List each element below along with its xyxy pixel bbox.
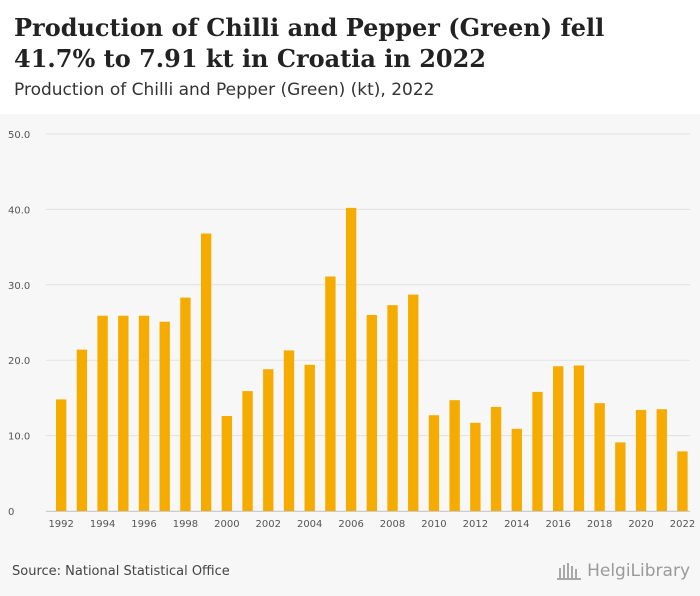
x-tick-label: 2022 bbox=[670, 519, 695, 530]
chart-area: 0 10.0 20.0 30.0 40.0 50.0 1992 1994 1996 1998 200… bbox=[0, 114, 700, 554]
x-tick-label: 2004 bbox=[297, 519, 322, 530]
bar bbox=[635, 409, 647, 511]
x-tick-label: 2016 bbox=[545, 519, 570, 530]
bar bbox=[97, 315, 108, 511]
header: Production of Chilli and Pepper (Green) … bbox=[0, 0, 700, 114]
bar bbox=[345, 207, 357, 511]
bar bbox=[573, 365, 585, 511]
y-tick-label: 0 bbox=[8, 507, 14, 518]
footer: Source: National Statistical Office Helg… bbox=[0, 554, 700, 596]
bar bbox=[553, 366, 564, 511]
bar bbox=[470, 422, 481, 511]
bar bbox=[200, 233, 212, 511]
chart-title: Production of Chilli and Pepper (Green) … bbox=[14, 13, 605, 73]
bar bbox=[304, 364, 315, 511]
chart-subtitle: Production of Chilli and Pepper (Green) … bbox=[14, 80, 435, 100]
x-tick-label: 2006 bbox=[338, 519, 363, 530]
bar bbox=[283, 350, 295, 511]
bar bbox=[532, 391, 543, 511]
y-tick-label: 30.0 bbox=[8, 281, 30, 292]
bar bbox=[366, 314, 377, 511]
bar bbox=[138, 315, 150, 511]
x-tick-label: 1998 bbox=[173, 519, 198, 530]
x-tick-label: 2020 bbox=[628, 519, 653, 530]
x-tick-label: 1994 bbox=[90, 519, 115, 530]
y-tick-label: 40.0 bbox=[8, 205, 30, 216]
x-tick-label: 2018 bbox=[587, 519, 612, 530]
brand-logo: HelgiLibrary bbox=[557, 560, 690, 582]
source-note: Source: National Statistical Office bbox=[12, 564, 230, 579]
y-tick-label: 10.0 bbox=[8, 432, 30, 443]
bar-chart: 0 10.0 20.0 30.0 40.0 50.0 1992 1994 1996 1998 200… bbox=[8, 130, 695, 530]
bar bbox=[615, 442, 626, 511]
x-tick-label: 2000 bbox=[214, 519, 239, 530]
bar bbox=[263, 369, 274, 511]
bar bbox=[56, 399, 67, 511]
bar bbox=[180, 297, 191, 511]
bar bbox=[325, 276, 336, 511]
y-tick-label: 20.0 bbox=[8, 356, 30, 367]
bar bbox=[242, 391, 253, 511]
x-tick-label: 1992 bbox=[48, 519, 73, 530]
library-icon bbox=[557, 560, 583, 582]
x-tick-label: 2010 bbox=[421, 519, 446, 530]
bar bbox=[76, 349, 88, 511]
bar bbox=[490, 406, 502, 511]
x-tick-label: 2002 bbox=[256, 519, 281, 530]
bar bbox=[428, 415, 440, 511]
bar bbox=[511, 428, 522, 511]
x-tick-label: 1996 bbox=[131, 519, 156, 530]
brand-name: HelgiLibrary bbox=[587, 561, 690, 581]
bar bbox=[594, 403, 605, 511]
bar bbox=[449, 400, 460, 511]
bar bbox=[656, 409, 667, 511]
bar bbox=[677, 451, 688, 511]
x-tick-label: 2014 bbox=[504, 519, 529, 530]
bar bbox=[159, 321, 170, 511]
bar bbox=[408, 294, 419, 511]
bar bbox=[221, 415, 233, 511]
x-tick-label: 2012 bbox=[463, 519, 488, 530]
x-tick-label: 2008 bbox=[380, 519, 405, 530]
bar bbox=[118, 315, 129, 511]
bar bbox=[387, 305, 398, 511]
y-tick-label: 50.0 bbox=[8, 130, 30, 141]
